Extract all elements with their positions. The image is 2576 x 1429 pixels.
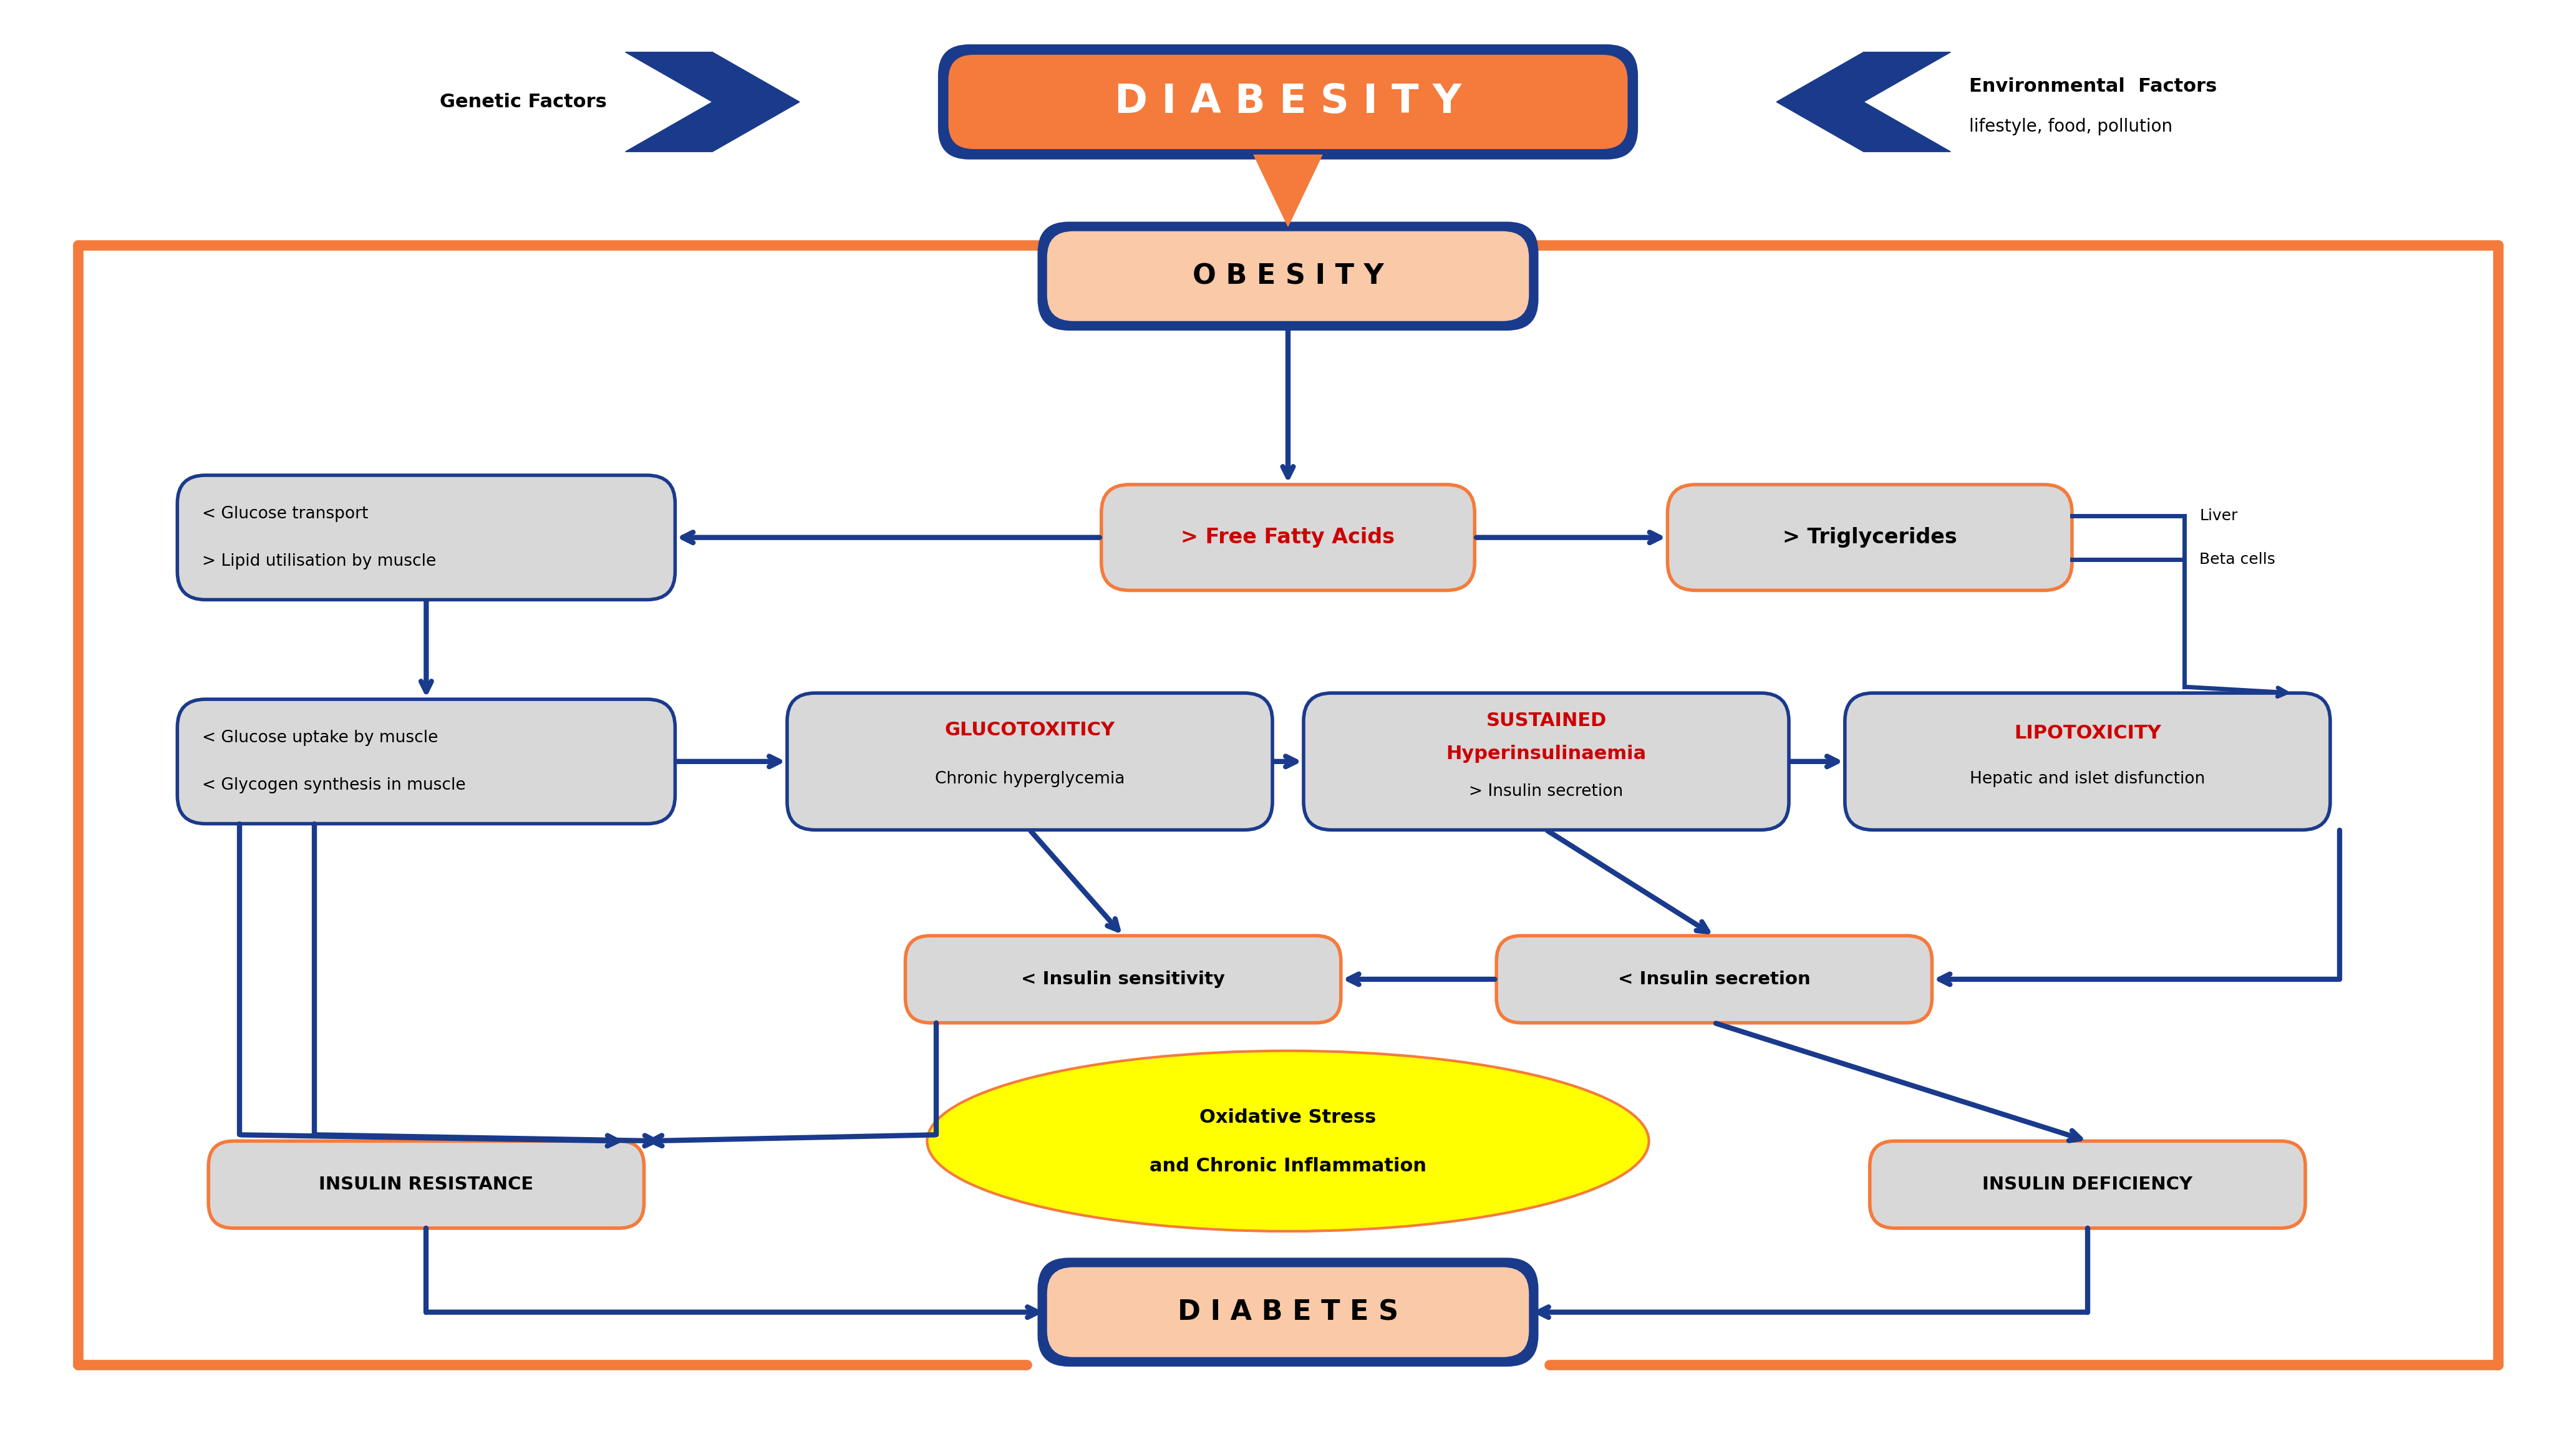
Text: < Glucose uptake by muscle: < Glucose uptake by muscle xyxy=(204,730,438,746)
FancyBboxPatch shape xyxy=(178,476,675,600)
FancyBboxPatch shape xyxy=(1667,484,2071,590)
FancyBboxPatch shape xyxy=(1870,1140,2306,1228)
FancyBboxPatch shape xyxy=(1303,693,1788,830)
Text: Hepatic and islet disfunction: Hepatic and islet disfunction xyxy=(1971,770,2205,787)
Text: lifestyle, food, pollution: lifestyle, food, pollution xyxy=(1968,119,2172,136)
FancyBboxPatch shape xyxy=(945,51,1631,151)
FancyBboxPatch shape xyxy=(938,44,1638,160)
Text: Environmental  Factors: Environmental Factors xyxy=(1968,77,2218,96)
FancyBboxPatch shape xyxy=(1038,221,1538,330)
FancyBboxPatch shape xyxy=(209,1140,644,1228)
Text: < Glycogen synthesis in muscle: < Glycogen synthesis in muscle xyxy=(204,777,466,793)
Text: INSULIN DEFICIENCY: INSULIN DEFICIENCY xyxy=(1984,1176,2192,1193)
Text: Genetic Factors: Genetic Factors xyxy=(440,93,608,111)
Text: > Triglycerides: > Triglycerides xyxy=(1783,527,1958,547)
Text: SUSTAINED: SUSTAINED xyxy=(1486,712,1607,730)
Text: LIPOTOXICITY: LIPOTOXICITY xyxy=(2014,725,2161,743)
Text: < Insulin secretion: < Insulin secretion xyxy=(1618,970,1811,987)
Text: and Chronic Inflammation: and Chronic Inflammation xyxy=(1149,1157,1427,1175)
Polygon shape xyxy=(1777,51,1950,151)
Text: < Glucose transport: < Glucose transport xyxy=(204,506,368,522)
Text: < Insulin sensitivity: < Insulin sensitivity xyxy=(1020,970,1226,987)
FancyBboxPatch shape xyxy=(788,693,1273,830)
Text: Hyperinsulinaemia: Hyperinsulinaemia xyxy=(1445,745,1646,763)
FancyBboxPatch shape xyxy=(1497,936,1932,1023)
Text: Oxidative Stress: Oxidative Stress xyxy=(1200,1109,1376,1126)
Text: D I A B E S I T Y: D I A B E S I T Y xyxy=(1115,83,1461,121)
FancyBboxPatch shape xyxy=(178,699,675,823)
FancyBboxPatch shape xyxy=(1038,1258,1538,1366)
Text: Liver: Liver xyxy=(2200,509,2239,523)
Polygon shape xyxy=(1255,154,1321,226)
Text: > Free Fatty Acids: > Free Fatty Acids xyxy=(1180,527,1396,547)
FancyBboxPatch shape xyxy=(1103,484,1473,590)
FancyBboxPatch shape xyxy=(1046,1266,1530,1359)
Text: Beta cells: Beta cells xyxy=(2200,552,2275,567)
Text: O B E S I T Y: O B E S I T Y xyxy=(1193,263,1383,290)
Text: GLUCOTOXITICY: GLUCOTOXITICY xyxy=(945,722,1115,739)
Text: INSULIN RESISTANCE: INSULIN RESISTANCE xyxy=(319,1176,533,1193)
Ellipse shape xyxy=(927,1050,1649,1232)
FancyBboxPatch shape xyxy=(904,936,1342,1023)
Text: D I A B E T E S: D I A B E T E S xyxy=(1177,1299,1399,1326)
Text: Chronic hyperglycemia: Chronic hyperglycemia xyxy=(935,770,1126,787)
Text: > Lipid utilisation by muscle: > Lipid utilisation by muscle xyxy=(204,553,435,569)
FancyBboxPatch shape xyxy=(1844,693,2331,830)
Polygon shape xyxy=(626,51,799,151)
Text: > Insulin secretion: > Insulin secretion xyxy=(1468,783,1623,799)
FancyBboxPatch shape xyxy=(1046,230,1530,323)
